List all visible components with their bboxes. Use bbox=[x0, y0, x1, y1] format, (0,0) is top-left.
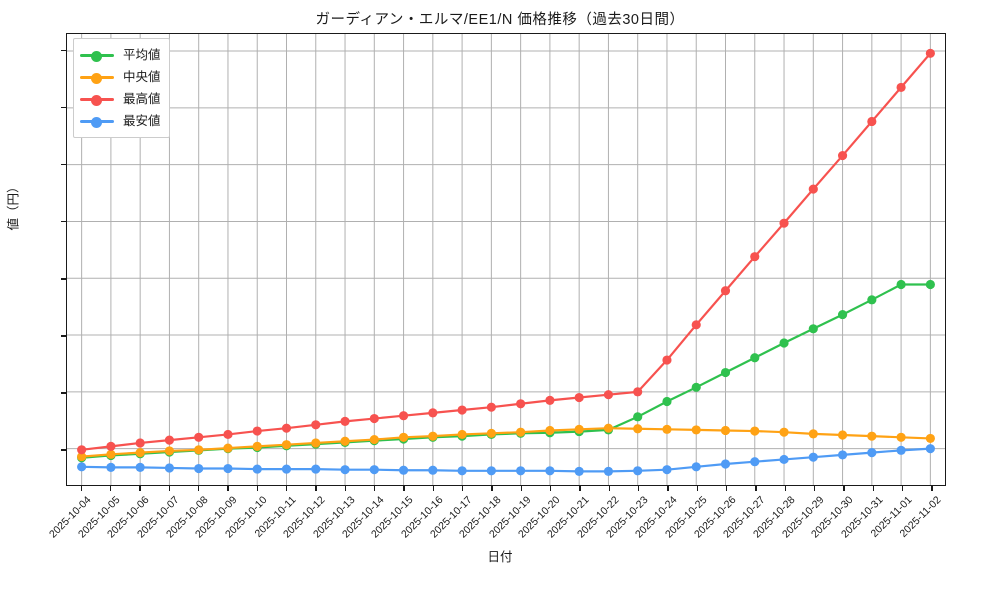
legend-label: 平均値 bbox=[123, 47, 161, 62]
x-tick-mark bbox=[139, 486, 141, 491]
legend-label: 中央値 bbox=[123, 69, 161, 84]
x-tick-mark bbox=[579, 486, 581, 491]
x-tick-mark bbox=[755, 486, 757, 491]
y-tick-mark bbox=[61, 164, 66, 166]
x-tick-mark bbox=[80, 486, 82, 491]
x-tick-mark bbox=[726, 486, 728, 491]
x-tick-mark bbox=[608, 486, 610, 491]
x-tick-mark bbox=[403, 486, 405, 491]
x-tick-mark bbox=[902, 486, 904, 491]
series-1 bbox=[77, 423, 935, 462]
x-tick-mark bbox=[491, 486, 493, 491]
x-tick-mark bbox=[931, 486, 933, 491]
legend-label: 最高値 bbox=[123, 91, 161, 106]
x-tick-mark bbox=[315, 486, 317, 491]
x-tick-mark bbox=[462, 486, 464, 491]
x-tick-mark bbox=[198, 486, 200, 491]
y-tick-mark bbox=[61, 107, 66, 109]
x-tick-mark bbox=[256, 486, 258, 491]
series-0 bbox=[77, 279, 935, 463]
series-3 bbox=[77, 444, 935, 476]
series-lines bbox=[77, 48, 935, 476]
x-tick-mark bbox=[550, 486, 552, 491]
legend-item-0[interactable]: 平均値 bbox=[80, 44, 161, 66]
chart-legend: 平均値中央値最高値最安値 bbox=[73, 38, 170, 138]
legend-color-swatch bbox=[80, 92, 114, 106]
x-tick-mark bbox=[872, 486, 874, 491]
legend-color-swatch bbox=[80, 114, 114, 128]
y-tick-mark bbox=[61, 449, 66, 451]
legend-item-3[interactable]: 最安値 bbox=[80, 110, 161, 132]
y-tick-mark bbox=[61, 335, 66, 337]
legend-item-2[interactable]: 最高値 bbox=[80, 88, 161, 110]
y-tick-mark bbox=[61, 221, 66, 223]
x-tick-mark bbox=[638, 486, 640, 491]
x-tick-mark bbox=[432, 486, 434, 491]
y-tick-mark bbox=[61, 50, 66, 52]
y-axis-label: 値（円） bbox=[6, 180, 21, 231]
x-tick-mark bbox=[286, 486, 288, 491]
x-axis-label: 日付 bbox=[487, 550, 513, 564]
x-tick-mark bbox=[344, 486, 346, 491]
x-tick-mark bbox=[374, 486, 376, 491]
series-2 bbox=[77, 48, 935, 455]
x-tick-mark bbox=[843, 486, 845, 491]
x-tick-mark bbox=[784, 486, 786, 491]
x-tick-mark bbox=[667, 486, 669, 491]
legend-color-swatch bbox=[80, 48, 114, 62]
x-tick-mark bbox=[520, 486, 522, 491]
x-tick-mark bbox=[227, 486, 229, 491]
y-tick-mark bbox=[61, 392, 66, 394]
y-tick-mark bbox=[61, 278, 66, 280]
plot-area bbox=[66, 33, 946, 486]
x-tick-mark bbox=[696, 486, 698, 491]
legend-label: 最安値 bbox=[123, 113, 161, 128]
x-tick-mark bbox=[110, 486, 112, 491]
x-tick-mark bbox=[814, 486, 816, 491]
legend-item-1[interactable]: 中央値 bbox=[80, 66, 161, 88]
x-tick-mark bbox=[168, 486, 170, 491]
chart-title: ガーディアン・エルマ/EE1/N 価格推移（過去30日間） bbox=[315, 12, 685, 28]
legend-color-swatch bbox=[80, 70, 114, 84]
